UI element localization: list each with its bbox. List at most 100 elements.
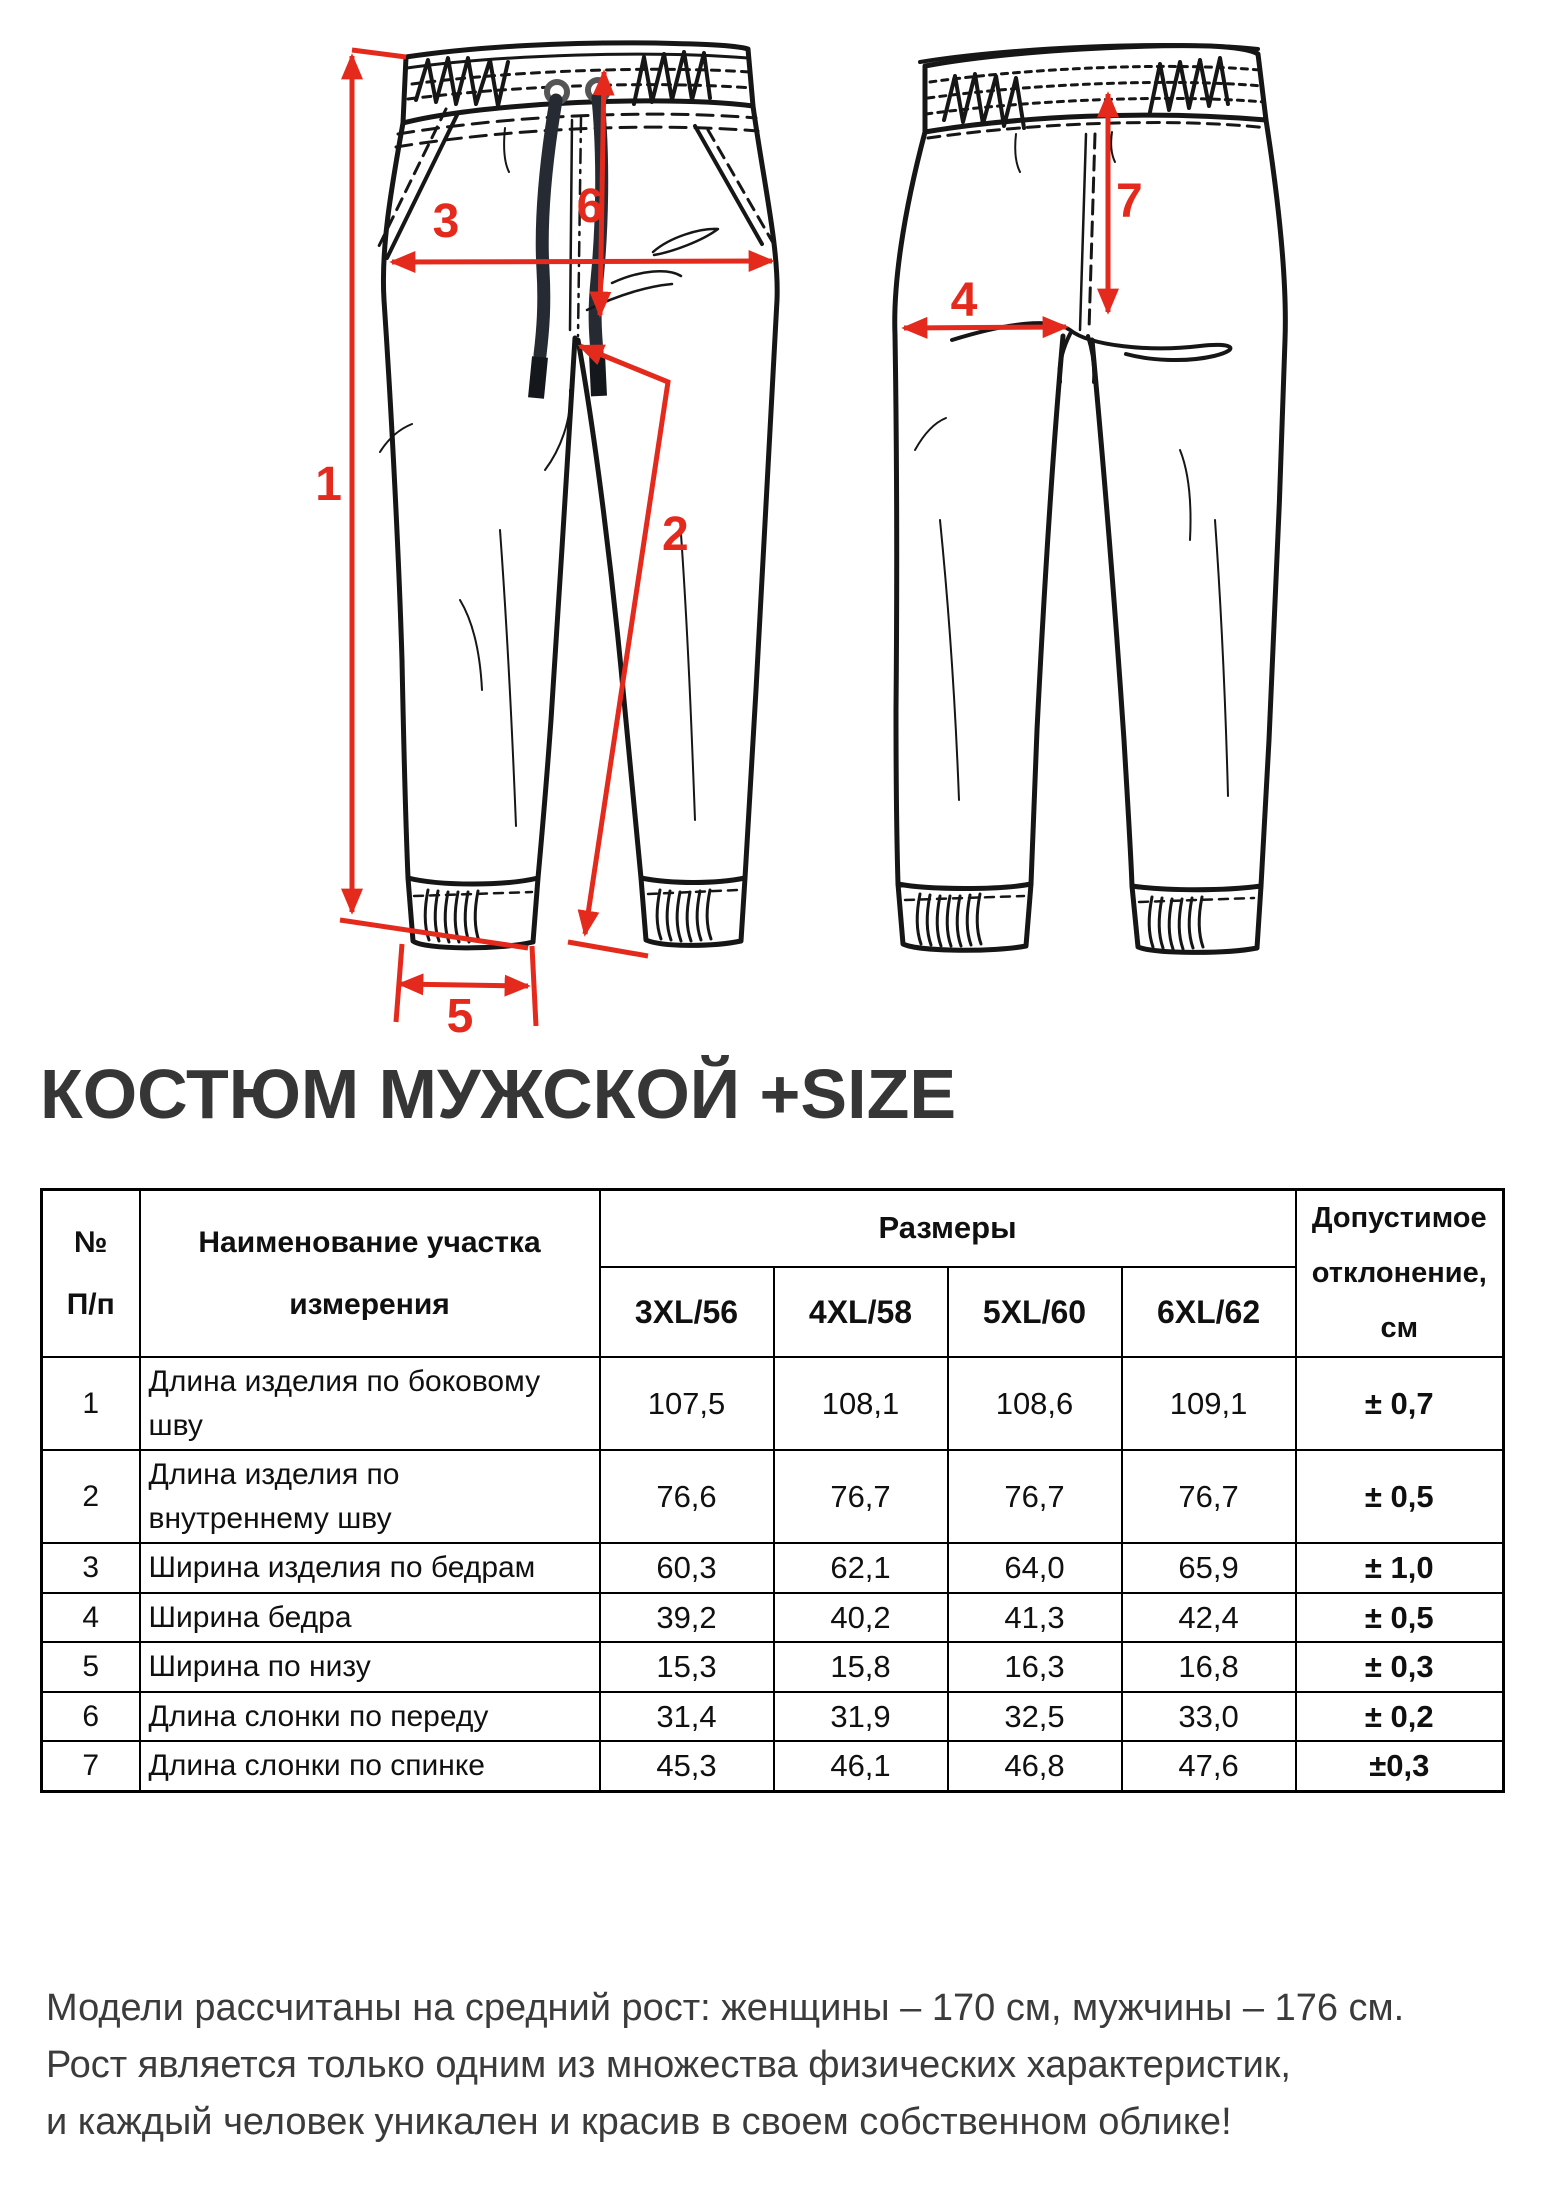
- back-left-cuff: [895, 881, 1034, 953]
- size-header-6xl: 6XL/62: [1120, 1265, 1297, 1359]
- dimension-label-7: 7: [1116, 175, 1143, 228]
- cuff-rib: [945, 894, 953, 948]
- row-value: 32,5: [946, 1690, 1123, 1743]
- fold-line: [1214, 519, 1229, 797]
- cuff-rib: [935, 894, 943, 948]
- row-tolerance: ± 0,7: [1294, 1356, 1505, 1452]
- row-value: 42,4: [1120, 1591, 1297, 1644]
- col-header-sizes-group: Размеры: [598, 1188, 1297, 1268]
- row-num: 5: [40, 1641, 141, 1693]
- row-value: 15,8: [772, 1641, 949, 1693]
- back-right-inseam: [1089, 337, 1135, 889]
- thread-detail: [503, 127, 510, 173]
- row-value: 33,0: [1120, 1690, 1297, 1743]
- row-num: 4: [40, 1591, 141, 1644]
- cuff-rib: [1147, 895, 1155, 949]
- size-header-5xl: 5XL/60: [946, 1265, 1123, 1359]
- row-value: 16,3: [946, 1641, 1123, 1693]
- back-center-seam: [1078, 132, 1088, 332]
- cuff-rib: [705, 888, 713, 941]
- elastic-zigzag: [414, 56, 510, 108]
- row-name: Ширина по низу: [138, 1641, 601, 1693]
- front-left-inseam: [535, 335, 578, 881]
- front-left-side-seam: [380, 120, 411, 881]
- row-value: 41,3: [946, 1591, 1123, 1644]
- dimension-label-4: 4: [951, 274, 978, 327]
- row-value: 107,5: [598, 1356, 775, 1452]
- row-value: 46,8: [946, 1740, 1123, 1793]
- dimension-arrow-3: [389, 250, 775, 273]
- row-value: 108,1: [772, 1356, 949, 1452]
- row-value: 76,6: [598, 1449, 775, 1545]
- size-table: № П/п Наименование участка измерения Раз…: [40, 1188, 1506, 1793]
- dimension-arrow-5: [397, 973, 531, 997]
- measurement-row: 7 Длина слонки по спинке 45,3 46,1 46,8 …: [40, 1740, 1505, 1793]
- row-value: 31,9: [772, 1690, 949, 1743]
- cuff-rib: [665, 889, 673, 942]
- fold-line: [544, 389, 572, 471]
- cuff-rib: [685, 890, 693, 943]
- fold-line: [939, 519, 960, 801]
- fold-line: [679, 519, 696, 821]
- row-name: Длина слонки по спинке: [138, 1740, 601, 1793]
- col-header-num: № П/п: [40, 1188, 141, 1359]
- row-name: Ширина изделия по бедрам: [138, 1542, 601, 1594]
- drawstring-aglet: [589, 353, 607, 397]
- pocket-opening-right: [693, 124, 764, 246]
- dimension-label-1: 1: [315, 458, 342, 511]
- table-size-header-row: 3XL/56 4XL/58 5XL/60 6XL/62: [42, 1265, 1504, 1359]
- cuff-dash: [903, 894, 1026, 902]
- cuff-dash: [412, 890, 534, 898]
- back-center-seam-dash: [1087, 132, 1097, 332]
- dimension-leader: [339, 917, 529, 951]
- dimension-label-6: 6: [577, 180, 604, 233]
- col-header-name: Наименование участка измерения: [138, 1188, 601, 1359]
- cuff-rib: [1197, 895, 1205, 949]
- dimension-arrows: [339, 47, 1119, 1027]
- dimension-leader: [567, 939, 649, 959]
- row-num: 1: [40, 1356, 141, 1452]
- back-right-cuff: [1129, 883, 1264, 955]
- cuff-rib: [1157, 896, 1165, 950]
- fold-line: [1179, 449, 1192, 541]
- row-value: 76,7: [946, 1449, 1123, 1545]
- cuff-rib: [1187, 896, 1195, 950]
- row-num: 3: [40, 1542, 141, 1594]
- dimension-leader: [351, 47, 407, 60]
- dimension-arrow-6: [589, 69, 615, 318]
- row-tolerance: ± 0,2: [1294, 1690, 1505, 1743]
- row-value: 64,0: [946, 1542, 1123, 1594]
- dimension-label-3: 3: [433, 195, 460, 248]
- footnote-line: Рост является только одним из множества …: [46, 2044, 1291, 2086]
- dimension-label-2: 2: [662, 508, 689, 561]
- front-pants-sketch: [374, 40, 780, 951]
- dimension-arrow-2: [577, 343, 671, 937]
- front-left-cuff: [405, 875, 541, 951]
- row-value: 62,1: [772, 1542, 949, 1594]
- back-pants-sketch: [892, 43, 1288, 955]
- row-tolerance: ± 0,5: [1294, 1449, 1505, 1545]
- row-value: 39,2: [598, 1591, 775, 1644]
- table-header-row: № П/п Наименование участка измерения Раз…: [40, 1188, 1505, 1359]
- row-name: Длина изделия по боковому шву: [138, 1356, 601, 1452]
- cuff-rib: [675, 890, 683, 943]
- row-value: 16,8: [1120, 1641, 1297, 1693]
- cuff-rib: [1177, 897, 1185, 951]
- row-name: Ширина бедра: [138, 1591, 601, 1644]
- cuff-dash: [1137, 896, 1256, 904]
- row-tolerance: ± 0,3: [1294, 1641, 1505, 1693]
- thread-detail: [1014, 133, 1021, 173]
- row-name: Длина изделия по внутреннему шву: [138, 1449, 601, 1545]
- drawstring-aglet: [528, 356, 548, 399]
- cuff-rib: [955, 894, 963, 948]
- row-value: 31,4: [598, 1690, 775, 1743]
- row-num: 2: [40, 1449, 141, 1545]
- row-value: 65,9: [1120, 1542, 1297, 1594]
- pocket-dash-left: [374, 107, 448, 254]
- row-value: 46,1: [772, 1740, 949, 1793]
- cuff-rib: [655, 888, 663, 941]
- footnote-line: и каждый человек уникален и красив в сво…: [46, 2101, 1232, 2143]
- cuff-rib: [975, 892, 983, 946]
- row-value: 40,2: [772, 1591, 949, 1644]
- back-left-side-seam: [892, 129, 928, 887]
